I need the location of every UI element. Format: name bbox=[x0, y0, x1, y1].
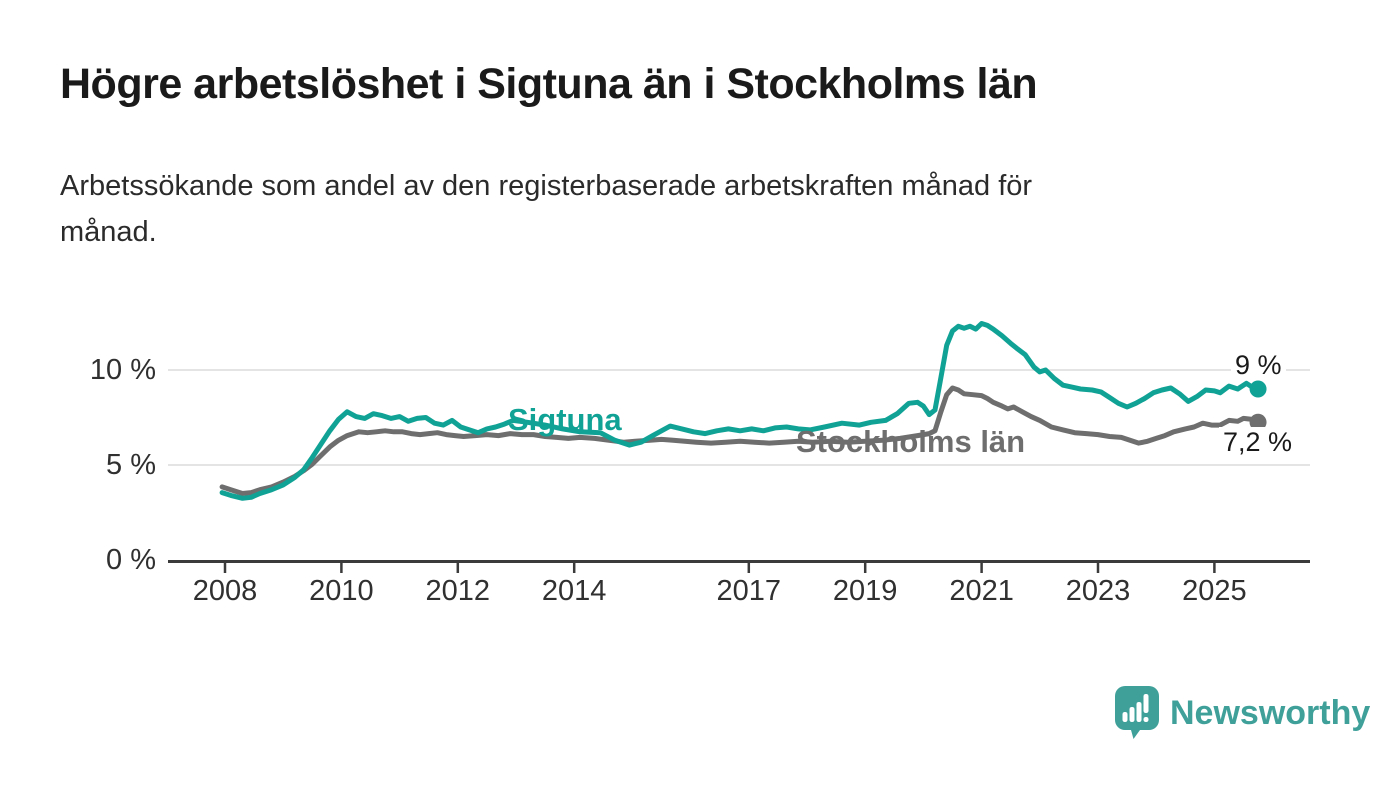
y-tick-label-0: 0 % bbox=[106, 544, 156, 576]
line-sigtuna bbox=[219, 321, 1261, 501]
end-value-label-sigtuna: 9 % bbox=[1231, 350, 1286, 380]
x-tick-label-2010: 2010 bbox=[309, 575, 374, 607]
subtitle-line-1: Arbetssökande som andel av den registerb… bbox=[60, 170, 1033, 202]
y-tick-label-5: 5 % bbox=[106, 449, 156, 481]
end-value-label-stockholms-lan: 7,2 % bbox=[1219, 427, 1297, 457]
newsworthy-branding: Newsworthy bbox=[1115, 686, 1370, 740]
series-label-stockholms-lan: Stockholms län bbox=[796, 424, 1026, 459]
brand-name: Newsworthy bbox=[1170, 694, 1371, 732]
exclamation-dot bbox=[1143, 717, 1149, 722]
x-tick-label-2008: 2008 bbox=[192, 575, 258, 607]
page-title: Högre arbetslöshet i Sigtuna än i Stockh… bbox=[60, 60, 1038, 108]
newsworthy-logo-icon bbox=[1115, 686, 1159, 739]
chart-subtitle: Arbetssökande som andel av den registerb… bbox=[60, 163, 1360, 255]
exclamation-bar bbox=[1143, 694, 1149, 713]
subtitle-line-2: månad. bbox=[60, 216, 157, 248]
x-tick-label-2023: 2023 bbox=[1065, 575, 1131, 607]
bar-chart-glyph bbox=[1122, 694, 1149, 722]
x-tick-label-2019: 2019 bbox=[832, 575, 898, 607]
line-stockholms-l-n bbox=[219, 385, 1261, 496]
series-label-sigtuna: Sigtuna bbox=[508, 402, 622, 437]
end-dot-stockholms-l-n bbox=[1249, 413, 1267, 431]
x-tick-label-2014: 2014 bbox=[541, 575, 607, 607]
y-tick-label-10: 10 % bbox=[89, 354, 156, 386]
x-tick-label-2025: 2025 bbox=[1182, 575, 1247, 607]
x-tick-label-2012: 2012 bbox=[425, 575, 491, 607]
end-dot-sigtuna bbox=[1249, 380, 1267, 398]
x-tick-label-2017: 2017 bbox=[716, 575, 782, 607]
x-tick-label-2021: 2021 bbox=[949, 575, 1014, 607]
